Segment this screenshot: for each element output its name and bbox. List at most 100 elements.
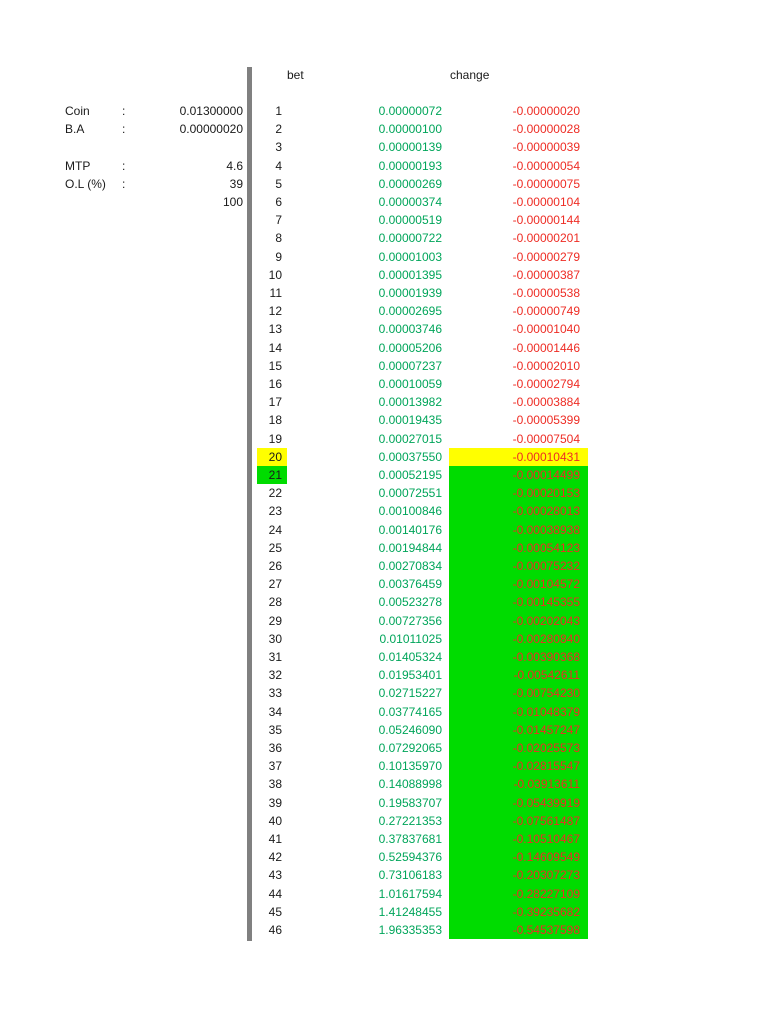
- change-cell[interactable]: -0.00390368: [449, 648, 588, 667]
- bet-cell[interactable]: 8: [275, 231, 282, 246]
- bet-cell[interactable]: 22: [268, 486, 282, 501]
- bet-cell[interactable]: 2: [275, 122, 282, 137]
- change-cell[interactable]: -0.02025573: [449, 739, 588, 758]
- change-cell[interactable]: -0.54537598: [449, 921, 588, 940]
- bet-cell[interactable]: 30: [268, 631, 282, 646]
- change-cell[interactable]: -0.00000279: [512, 249, 580, 264]
- bet-cell[interactable]: 15: [268, 358, 282, 373]
- change-cell[interactable]: -0.00542611: [449, 666, 588, 685]
- value-cell[interactable]: 0.00376459: [378, 577, 442, 592]
- value-cell[interactable]: 0.27221353: [378, 813, 442, 828]
- change-cell[interactable]: -0.07561487: [449, 811, 588, 830]
- bet-cell[interactable]: 17: [268, 395, 282, 410]
- value-cell[interactable]: 1.01617594: [378, 886, 442, 901]
- value-cell[interactable]: 0.00000072: [378, 104, 442, 118]
- value-cell[interactable]: 0.00140176: [378, 522, 442, 537]
- change-cell[interactable]: -0.39235682: [449, 902, 588, 921]
- change-cell[interactable]: -0.02815547: [449, 757, 588, 776]
- value-cell[interactable]: 0.00194844: [378, 540, 442, 555]
- bet-cell[interactable]: 46: [268, 923, 282, 937]
- change-cell[interactable]: -0.00145355: [449, 593, 588, 612]
- value-cell[interactable]: 0.00019435: [378, 413, 442, 428]
- change-cell[interactable]: -0.00038938: [449, 520, 588, 539]
- bet-cell[interactable]: 35: [268, 722, 282, 737]
- change-cell[interactable]: -0.14609549: [449, 848, 588, 867]
- bet-cell[interactable]: 32: [268, 668, 282, 683]
- change-cell[interactable]: -0.10510467: [449, 830, 588, 849]
- change-cell[interactable]: -0.00000749: [512, 304, 580, 319]
- change-cell[interactable]: -0.00754230: [449, 684, 588, 703]
- value-cell[interactable]: 0.00000100: [378, 122, 442, 137]
- bet-cell[interactable]: 7: [275, 213, 282, 228]
- change-cell[interactable]: -0.00005399: [512, 413, 580, 428]
- change-cell[interactable]: -0.00000020: [512, 104, 580, 118]
- value-cell[interactable]: 0.00052195: [378, 468, 442, 482]
- value-cell[interactable]: 0.00000193: [378, 158, 442, 173]
- bet-cell[interactable]: 20: [257, 447, 287, 466]
- bet-cell[interactable]: 21: [257, 466, 287, 485]
- change-cell[interactable]: -0.03913611: [449, 775, 588, 794]
- bet-cell[interactable]: 42: [268, 850, 282, 865]
- change-cell[interactable]: -0.00000104: [512, 195, 580, 209]
- bet-cell[interactable]: 27: [268, 577, 282, 592]
- change-cell[interactable]: -0.00280840: [449, 629, 588, 648]
- value-cell[interactable]: 0.00013982: [378, 395, 442, 410]
- value-cell[interactable]: 0.14088998: [378, 777, 442, 792]
- change-cell[interactable]: -0.01457247: [449, 720, 588, 739]
- value-cell[interactable]: 0.00005206: [378, 340, 442, 355]
- value-cell[interactable]: 0.00000139: [378, 140, 442, 155]
- change-cell[interactable]: -0.28227109: [449, 884, 588, 903]
- value-cell[interactable]: 0.00000519: [378, 213, 442, 228]
- change-cell[interactable]: -0.00014499: [449, 466, 588, 485]
- bet-cell[interactable]: 3: [275, 140, 282, 155]
- change-cell[interactable]: -0.00202043: [449, 611, 588, 630]
- value-cell[interactable]: 0.00000722: [378, 231, 442, 246]
- bet-cell[interactable]: 24: [268, 522, 282, 537]
- bet-cell[interactable]: 14: [268, 340, 282, 355]
- value-cell[interactable]: 0.01953401: [378, 668, 442, 683]
- bet-cell[interactable]: 4: [275, 158, 282, 173]
- change-cell[interactable]: -0.00000387: [512, 267, 580, 282]
- bet-cell[interactable]: 6: [275, 195, 282, 209]
- bet-cell[interactable]: 11: [269, 286, 282, 300]
- value-cell[interactable]: 0.01011025: [379, 631, 442, 646]
- change-cell[interactable]: -0.05439919: [449, 793, 588, 812]
- bet-cell[interactable]: 5: [275, 176, 282, 191]
- panel-value[interactable]: 0.00000020: [179, 122, 243, 137]
- value-cell[interactable]: 1.41248455: [378, 904, 442, 919]
- change-cell[interactable]: -0.00054123: [449, 538, 588, 557]
- change-cell[interactable]: -0.00075232: [449, 557, 588, 576]
- value-cell[interactable]: 0.52594376: [378, 850, 442, 865]
- bet-cell[interactable]: 41: [268, 832, 282, 846]
- value-cell[interactable]: 0.00007237: [378, 358, 442, 373]
- bet-cell[interactable]: 1: [275, 104, 282, 118]
- value-cell[interactable]: 0.00072551: [378, 486, 442, 501]
- bet-cell[interactable]: 40: [268, 813, 282, 828]
- bet-cell[interactable]: 26: [268, 559, 282, 573]
- bet-cell[interactable]: 10: [268, 267, 282, 282]
- value-cell[interactable]: 0.10135970: [378, 759, 442, 774]
- value-cell[interactable]: 0.00000269: [378, 176, 442, 191]
- panel-value[interactable]: 4.6: [226, 158, 243, 173]
- value-cell[interactable]: 0.00001395: [378, 267, 442, 282]
- change-cell[interactable]: -0.00002010: [512, 358, 580, 373]
- value-cell[interactable]: 0.00010059: [378, 377, 442, 391]
- change-cell[interactable]: -0.00000075: [512, 176, 580, 191]
- change-cell[interactable]: -0.00000039: [512, 140, 580, 155]
- value-cell[interactable]: 0.00100846: [378, 504, 442, 519]
- bet-cell[interactable]: 23: [268, 504, 282, 519]
- bet-cell[interactable]: 39: [268, 795, 282, 810]
- value-cell[interactable]: 0.00523278: [378, 595, 442, 610]
- bet-cell[interactable]: 45: [268, 904, 282, 919]
- bet-cell[interactable]: 16: [268, 377, 282, 391]
- value-cell[interactable]: 0.07292065: [378, 741, 442, 755]
- value-cell[interactable]: 0.00027015: [378, 431, 442, 446]
- change-cell[interactable]: -0.00000538: [512, 286, 580, 300]
- change-cell[interactable]: -0.00000144: [512, 213, 580, 228]
- change-cell[interactable]: -0.00000028: [512, 122, 580, 137]
- change-cell[interactable]: -0.20307273: [449, 866, 588, 885]
- value-cell[interactable]: 0.00000374: [378, 195, 442, 209]
- bet-cell[interactable]: 34: [268, 704, 282, 719]
- value-cell[interactable]: 0.03774165: [378, 704, 442, 719]
- bet-cell[interactable]: 19: [268, 431, 282, 446]
